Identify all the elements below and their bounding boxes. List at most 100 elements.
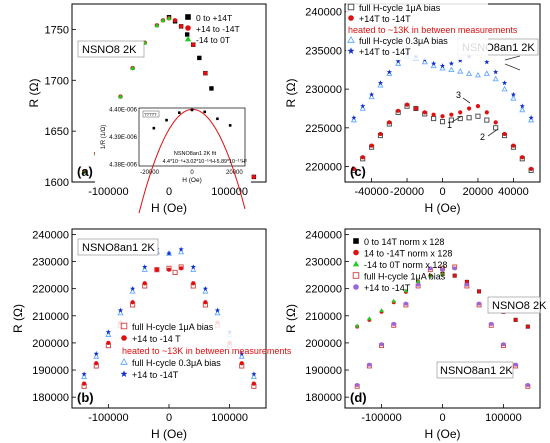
data-point [360,155,365,160]
data-point [379,342,384,347]
x-tick-label: 0 [166,186,172,198]
y-tick-label: 220000 [305,284,342,296]
x-tick-label: 100000 [485,412,522,424]
y-tick-label: 200000 [32,338,69,350]
data-point [431,60,437,66]
legend-label: full H-cycle 0.3μA bias [359,36,448,46]
y-tick-label: 1750 [45,24,69,36]
data-point [492,75,499,82]
arrow [487,128,499,137]
y-axis-label: R (Ω) [284,304,298,333]
data-point [351,166,356,171]
data-point [475,113,481,119]
y-tick-label: 190000 [32,365,69,377]
data-point [93,353,100,359]
legend-marker [185,14,191,20]
y-tick-label: 240000 [32,229,69,241]
legend-label: +14 to -14T [196,24,240,34]
data-point [178,24,184,29]
data-point [154,267,159,272]
y-tick-label: 240000 [305,229,342,241]
y-tick-label: 225000 [305,123,342,135]
legend-label: full H-cycle 1μA bias [132,322,214,332]
data-point [238,353,245,359]
data-point [142,281,147,286]
data-point [519,106,526,113]
data-point [413,106,419,111]
panel-a: -100000 0 100000 1600 1650 1700 1750 H (Oe) R (Ω… [27,3,267,215]
data-point [439,63,446,69]
data-point [475,104,481,109]
data-point [452,273,457,278]
data-point [130,300,135,305]
data-point [525,382,530,387]
data-point [477,289,482,294]
data-point [395,58,401,64]
inset: -20000 0 200004.38E-0064.39E-0064.40E-006H… [95,100,251,214]
data-point [81,371,87,377]
data-point [190,264,196,270]
arrow [504,55,521,61]
data-point [428,273,433,278]
sample-label: NSNO8an1 2K [82,242,155,254]
x-tick-label: -40000 [354,186,388,198]
x-tick-label: 0 [166,412,172,424]
data-point [493,120,498,125]
panel-label: (a) [77,164,93,179]
data-point [81,169,87,174]
data-point [489,321,494,326]
data-point [440,271,445,276]
arrow [451,115,463,123]
legend-marker [348,15,354,21]
data-point [464,282,469,287]
legend-marker [353,238,359,244]
sample-label-box: NSNO8an1 2K [77,238,159,256]
data-point [191,42,196,47]
data-point [251,174,257,180]
y-tick-label: 180000 [305,392,342,404]
arrow [504,63,521,71]
data-point [466,115,472,121]
data-point [528,115,534,120]
data-point [214,309,221,316]
data-point [160,17,166,23]
panel-c: -40000 -20000 0 20000 40000 220000 225000 23000… [284,2,541,215]
data-point [448,60,454,66]
data-point [367,362,372,367]
legend-label: +14T to -14T [359,14,411,24]
data-point [474,71,482,78]
data-point [82,381,87,386]
data-point [94,361,99,366]
x-tick-label: 40000 [498,186,529,198]
sample-label: NSNO8an1 2K [440,365,513,377]
x-tick-label: 0 [439,186,445,198]
annotation: heated to ~13K in between measurements [122,346,292,356]
legend-label: -14 to 0T [196,35,230,45]
data-point [350,116,357,123]
data-point [430,62,437,69]
data-point [203,300,208,305]
data-point [197,55,202,61]
inset-data-point [165,118,168,122]
data-point [360,103,366,109]
data-point [396,108,401,113]
sample-label-box: NSNO8an1 2K [436,361,513,379]
data-point [403,301,408,306]
data-point [520,155,525,160]
legend-note: heated to ~13K in between measurements [348,25,518,35]
data-point [484,117,490,123]
x-tick-label: -100000 [88,412,128,424]
data-point [457,67,464,74]
data-point [118,94,123,99]
data-point [457,57,463,63]
data-point [477,301,482,306]
data-point [484,110,489,115]
legend-marker [185,25,191,31]
data-point [191,281,196,286]
data-point [368,91,375,97]
data-point [117,307,124,313]
data-point [190,266,197,272]
data-point [391,321,396,326]
inset-legend-box [142,110,160,118]
data-point [440,114,445,119]
